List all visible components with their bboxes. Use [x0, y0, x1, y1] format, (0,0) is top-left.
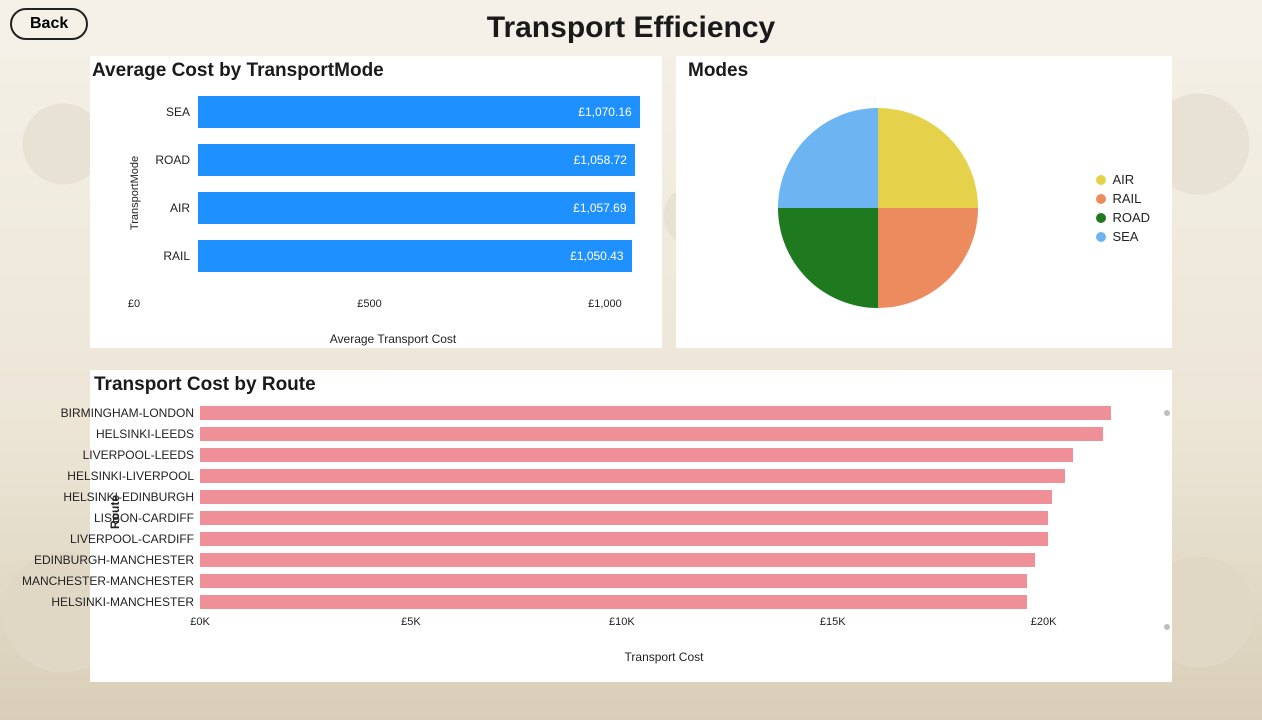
bar-chart-area: TransportMode SEA£1,070.16ROAD£1,058.72A…: [154, 88, 652, 298]
legend-swatch: [1096, 213, 1106, 223]
x-tick: £0K: [190, 616, 210, 628]
bar-category-label: MANCHESTER-MANCHESTER: [20, 574, 200, 588]
chart-title: Average Cost by TransportMode: [90, 56, 652, 88]
x-tick: £5K: [401, 616, 421, 628]
bar-row[interactable]: HELSINKI-LEEDS: [200, 423, 1128, 444]
bar-category-label: LIVERPOOL-CARDIFF: [20, 532, 200, 546]
legend-swatch: [1096, 175, 1106, 185]
header: Back Transport Efficiency: [0, 0, 1262, 56]
bar-fill: [200, 574, 1027, 588]
bar-category-label: HELSINKI-EDINBURGH: [20, 490, 200, 504]
y-axis-label: TransportMode: [129, 156, 141, 230]
x-tick: £10K: [609, 616, 635, 628]
bar-chart-area: Route BIRMINGHAM-LONDONHELSINKI-LEEDSLIV…: [200, 402, 1128, 622]
scroll-thumb-top[interactable]: [1164, 410, 1170, 416]
x-tick: £500: [357, 298, 381, 310]
bar-fill: [200, 532, 1048, 546]
bar-row[interactable]: EDINBURGH-MANCHESTER: [200, 549, 1128, 570]
bar-category-label: RAIL: [154, 249, 198, 263]
x-axis-ticks: £0K£5K£10K£15K£20K: [200, 616, 1128, 632]
legend-swatch: [1096, 194, 1106, 204]
bar-row[interactable]: AIR£1,057.69: [154, 184, 652, 232]
page-title: Transport Efficiency: [0, 11, 1262, 45]
bar-row[interactable]: RAIL£1,050.43: [154, 232, 652, 280]
pie-chart[interactable]: [778, 108, 978, 308]
bar-row[interactable]: LISBON-CARDIFF: [200, 507, 1128, 528]
legend-label: AIR: [1112, 172, 1134, 187]
panel-modes-pie: Modes AIR RAIL ROAD SEA: [676, 56, 1172, 348]
legend-item[interactable]: ROAD: [1096, 210, 1150, 225]
bar-row[interactable]: BIRMINGHAM-LONDON: [200, 402, 1128, 423]
bar-fill: [200, 406, 1111, 420]
bar-category-label: AIR: [154, 201, 198, 215]
bar-fill: [200, 511, 1048, 525]
panel-cost-by-route: Transport Cost by Route Route BIRMINGHAM…: [90, 370, 1172, 682]
x-axis-ticks: £0£500£1,000: [134, 298, 652, 314]
scroll-thumb-bottom[interactable]: [1164, 624, 1170, 630]
panel-cost-by-mode: Average Cost by TransportMode TransportM…: [90, 56, 662, 348]
dashboard-grid: Average Cost by TransportMode TransportM…: [0, 56, 1262, 682]
bar-category-label: EDINBURGH-MANCHESTER: [20, 553, 200, 567]
legend-swatch: [1096, 232, 1106, 242]
bar-fill: £1,057.69: [198, 192, 635, 224]
legend-label: ROAD: [1112, 210, 1150, 225]
legend-label: SEA: [1112, 229, 1138, 244]
bar-row[interactable]: HELSINKI-MANCHESTER: [200, 591, 1128, 612]
x-tick: £15K: [820, 616, 846, 628]
bar-fill: £1,070.16: [198, 96, 640, 128]
bar-row[interactable]: MANCHESTER-MANCHESTER: [200, 570, 1128, 591]
bar-fill: [200, 469, 1065, 483]
bar-row[interactable]: ROAD£1,058.72: [154, 136, 652, 184]
x-tick: £0: [128, 298, 140, 310]
bar-row[interactable]: HELSINKI-LIVERPOOL: [200, 465, 1128, 486]
bar-category-label: LISBON-CARDIFF: [20, 511, 200, 525]
pie-legend: AIR RAIL ROAD SEA: [1096, 168, 1150, 248]
legend-item[interactable]: SEA: [1096, 229, 1150, 244]
x-tick: £1,000: [588, 298, 622, 310]
bar-row[interactable]: SEA£1,070.16: [154, 88, 652, 136]
bar-category-label: ROAD: [154, 153, 198, 167]
back-button[interactable]: Back: [10, 8, 88, 40]
bar-row[interactable]: HELSINKI-EDINBURGH: [200, 486, 1128, 507]
bar-category-label: LIVERPOOL-LEEDS: [20, 448, 200, 462]
bar-fill: [200, 553, 1035, 567]
x-axis-label: Transport Cost: [200, 650, 1128, 664]
bar-fill: [200, 490, 1052, 504]
bar-fill: [200, 595, 1027, 609]
legend-item[interactable]: AIR: [1096, 172, 1150, 187]
bar-row[interactable]: LIVERPOOL-CARDIFF: [200, 528, 1128, 549]
scrollbar[interactable]: [1164, 410, 1170, 630]
chart-title: Transport Cost by Route: [90, 370, 1164, 402]
bar-category-label: BIRMINGHAM-LONDON: [20, 406, 200, 420]
bar-fill: £1,058.72: [198, 144, 635, 176]
x-axis-label: Average Transport Cost: [134, 332, 652, 346]
bar-category-label: HELSINKI-LIVERPOOL: [20, 469, 200, 483]
bar-category-label: HELSINKI-LEEDS: [20, 427, 200, 441]
bar-fill: [200, 448, 1073, 462]
legend-item[interactable]: RAIL: [1096, 191, 1150, 206]
x-tick: £20K: [1031, 616, 1057, 628]
bar-category-label: SEA: [154, 105, 198, 119]
bar-fill: [200, 427, 1103, 441]
bar-row[interactable]: LIVERPOOL-LEEDS: [200, 444, 1128, 465]
legend-label: RAIL: [1112, 191, 1141, 206]
bar-category-label: HELSINKI-MANCHESTER: [20, 595, 200, 609]
bar-fill: £1,050.43: [198, 240, 632, 272]
chart-title: Modes: [688, 56, 1160, 88]
